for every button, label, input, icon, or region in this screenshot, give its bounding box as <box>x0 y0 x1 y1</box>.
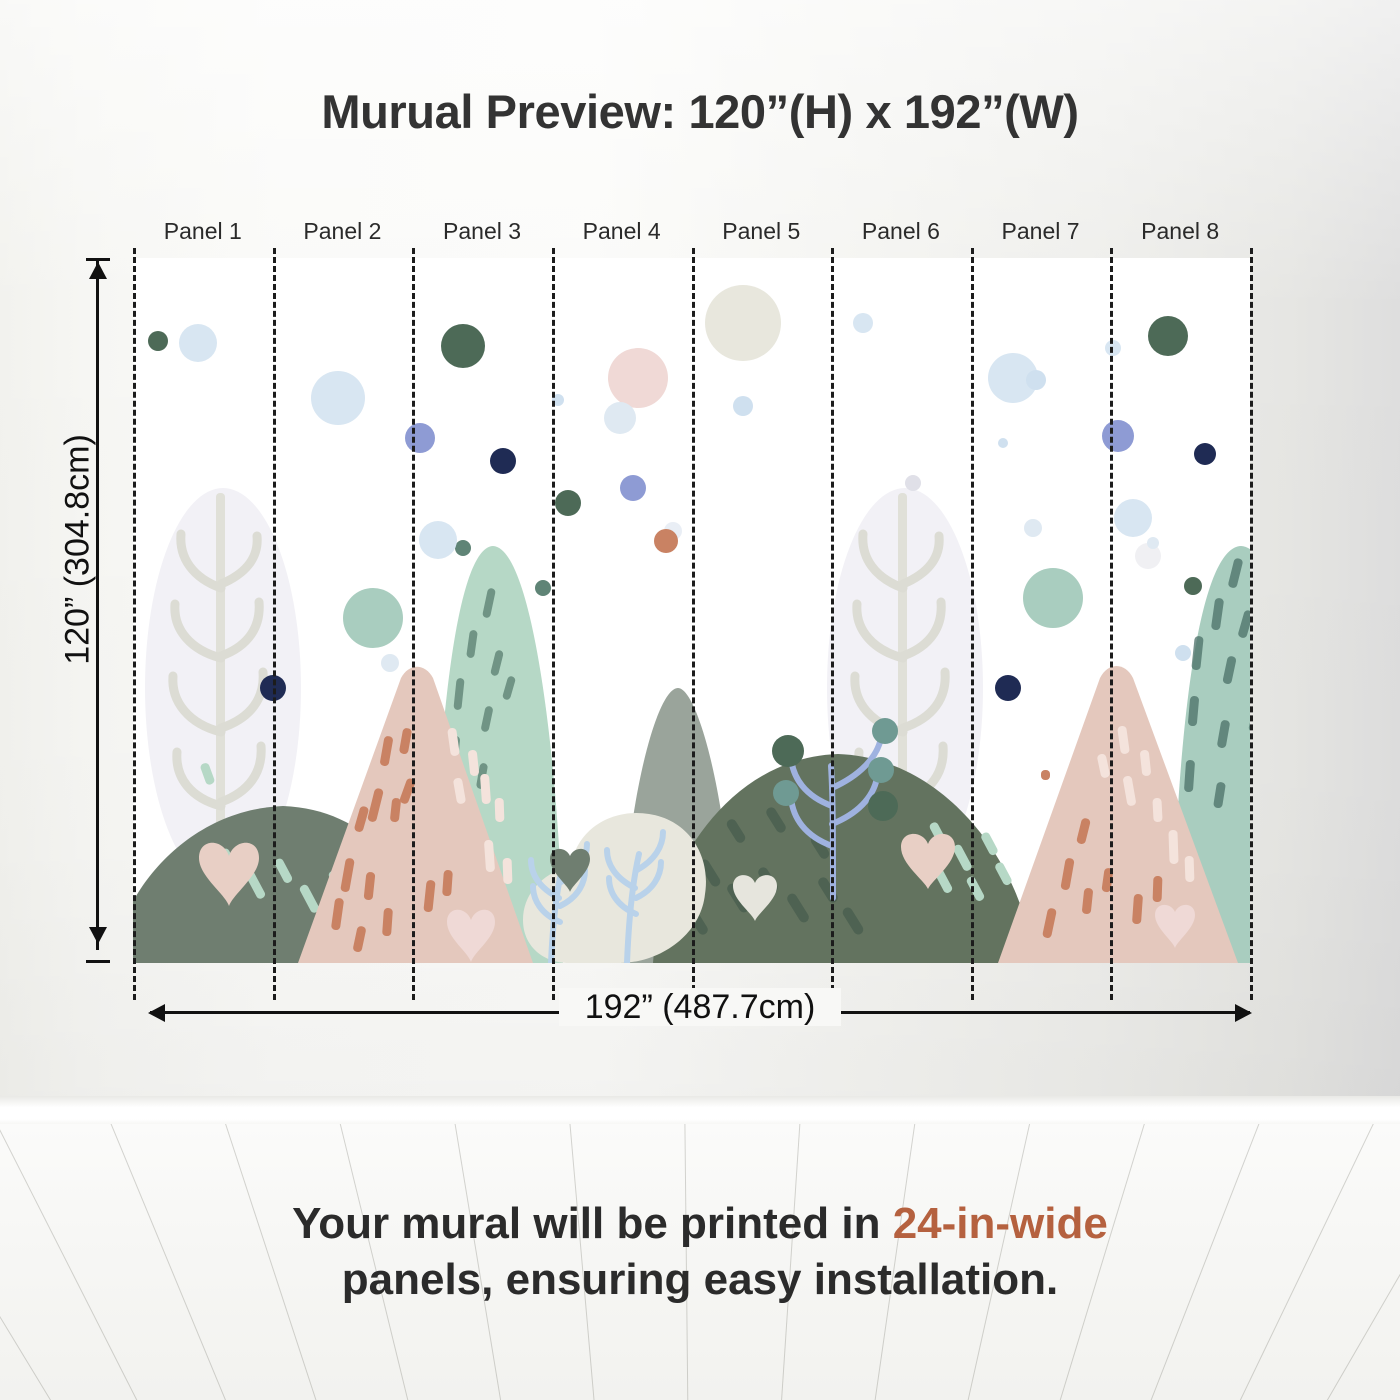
berry-dots <box>772 718 898 821</box>
panel-divider-2 <box>412 248 416 1000</box>
panel-divider-6 <box>970 248 974 1000</box>
footer-caption: Your mural will be printed in 24-in-wide… <box>0 1196 1400 1309</box>
panel-label-1: Panel 1 <box>163 218 242 244</box>
panel-divider-5 <box>831 248 835 1000</box>
height-dimension-label: 120” (304.8cm) <box>58 434 97 665</box>
panel-divider-4 <box>691 248 695 1000</box>
height-arrow-down-icon <box>89 927 107 944</box>
panel-label-6: Panel 6 <box>861 218 940 244</box>
panel-label-4: Panel 4 <box>582 218 661 244</box>
blush-mountain-left <box>298 666 533 963</box>
caption-line1-prefix: Your mural will be printed in <box>292 1199 893 1248</box>
birch-tree-left <box>145 488 301 963</box>
height-dimension-cap-bottom <box>86 960 110 963</box>
caption-accent: 24-in-wide <box>892 1199 1108 1248</box>
baseboard <box>0 1096 1400 1126</box>
width-dimension-label: 192” (487.7cm) <box>0 988 1400 1027</box>
height-arrow-up-icon <box>89 262 107 279</box>
panel-label-5: Panel 5 <box>722 218 801 244</box>
hearts <box>199 833 1195 962</box>
wood-floor <box>0 1124 1400 1400</box>
blush-mountain-right <box>998 666 1238 963</box>
panel-divider-7 <box>1110 248 1114 1000</box>
height-dimension-cap-top <box>86 258 110 261</box>
width-arrow-left-icon <box>148 1004 165 1022</box>
page-title: Murual Preview: 120”(H) x 192”(W) <box>321 85 1079 138</box>
height-dimension-line <box>96 258 99 950</box>
panel-label-3: Panel 3 <box>443 218 522 244</box>
width-dimension-text: 192” (487.7cm) <box>558 988 842 1026</box>
width-arrow-right-icon <box>1235 1004 1252 1022</box>
panel-divider-1 <box>272 248 276 1000</box>
panel-divider-8 <box>1250 248 1253 1000</box>
panel-label-8: Panel 8 <box>1141 218 1220 244</box>
panel-label-2: Panel 2 <box>303 218 382 244</box>
decorative-circles <box>148 285 1216 701</box>
panel-label-7: Panel 7 <box>1001 218 1080 244</box>
panel-divider-3 <box>551 248 555 1000</box>
panel-divider-0 <box>133 248 136 1000</box>
caption-line2: panels, ensuring easy installation. <box>341 1255 1059 1305</box>
